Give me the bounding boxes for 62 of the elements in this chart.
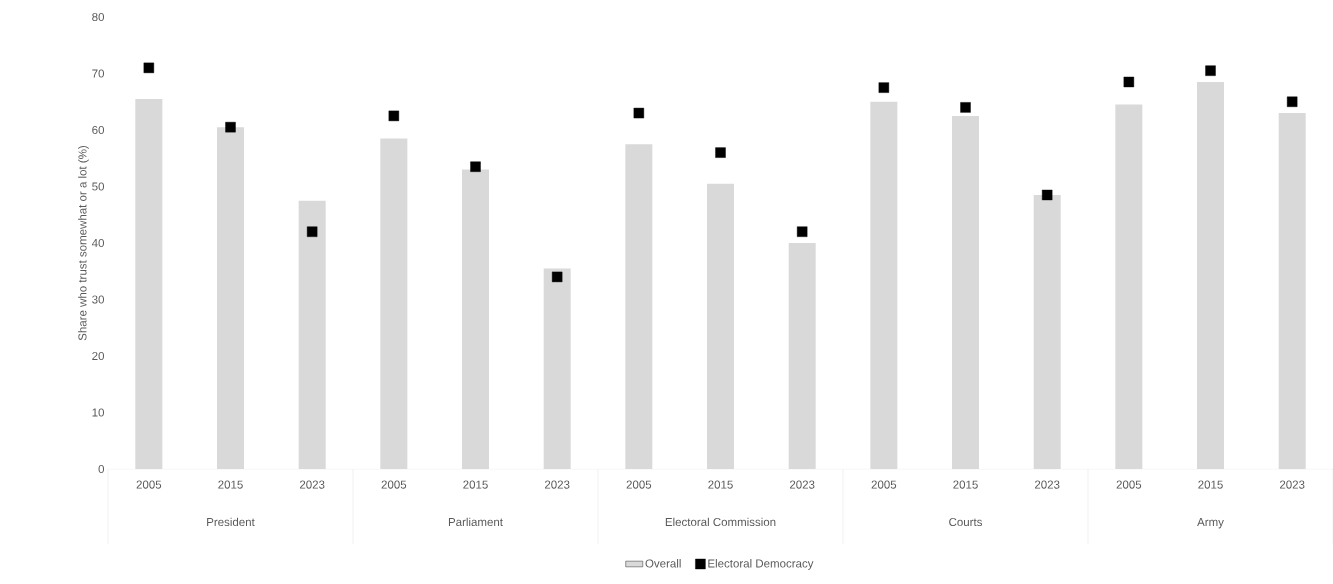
text: Parliament (448, 517, 503, 527)
bar (1115, 104, 1143, 469)
bar (870, 101, 898, 469)
x-tick-label: 2015 (953, 480, 978, 489)
bar (217, 127, 244, 469)
x-tick-label: 2023 (544, 480, 570, 489)
x-tick-label: 2015 (1198, 480, 1223, 489)
point (1205, 65, 1216, 76)
text: Courts (949, 517, 983, 527)
y-tick-label: 50 (92, 182, 105, 191)
y-tick-label: 20 (92, 351, 105, 361)
point (633, 107, 645, 119)
point (143, 62, 155, 74)
bar (135, 98, 163, 469)
text: Electoral Commission (665, 517, 776, 527)
point (388, 110, 400, 122)
y-tick-label: 80 (92, 12, 105, 22)
point (878, 82, 890, 93)
point (1041, 189, 1053, 201)
x-tick-label: 2015 (463, 480, 488, 489)
x-tick-label: 2015 (708, 480, 733, 489)
y-tick-label: 40 (91, 238, 105, 248)
x-tick-label: 2005 (381, 480, 407, 489)
point (1286, 96, 1298, 107)
x-tick-label: 2005 (626, 480, 652, 489)
x-tick-label: 2023 (1279, 480, 1305, 489)
x-tick-label: 2023 (1034, 480, 1060, 489)
point (796, 226, 808, 237)
bar (298, 200, 326, 469)
point (470, 161, 481, 172)
x-tick-label: 2005 (1116, 480, 1142, 489)
x-tick-label: 2005 (136, 480, 162, 489)
x-tick-label: 2015 (218, 480, 243, 489)
text: Army (1197, 518, 1224, 529)
legend-label: Overall (645, 559, 681, 568)
bar (1033, 194, 1061, 469)
point (960, 102, 971, 113)
point (306, 226, 318, 237)
text: President (207, 517, 255, 527)
bar (462, 169, 489, 469)
y-tick-label: 60 (92, 125, 105, 135)
y-axis-title: Share who trust somewhat or a lot (%) (78, 145, 89, 341)
x-tick-label: 2023 (789, 480, 815, 489)
point (715, 147, 726, 158)
bar (543, 268, 571, 469)
bar (380, 138, 408, 469)
y-tick-label: 70 (92, 69, 105, 78)
point (551, 271, 563, 283)
y-tick-label: 30 (92, 295, 105, 304)
point (1123, 76, 1135, 88)
bar (952, 115, 980, 469)
y-tick-label: 10 (92, 408, 105, 417)
point (225, 121, 236, 133)
bar (788, 243, 816, 469)
bar (625, 144, 653, 469)
y-tick-label: 0 (98, 464, 105, 474)
x-tick-label: 2023 (299, 480, 325, 489)
bar (707, 183, 735, 469)
bar (1197, 81, 1225, 469)
legend-label: Electoral Democracy (708, 559, 814, 570)
x-tick-label: 2005 (871, 480, 897, 489)
bar (1278, 113, 1306, 469)
